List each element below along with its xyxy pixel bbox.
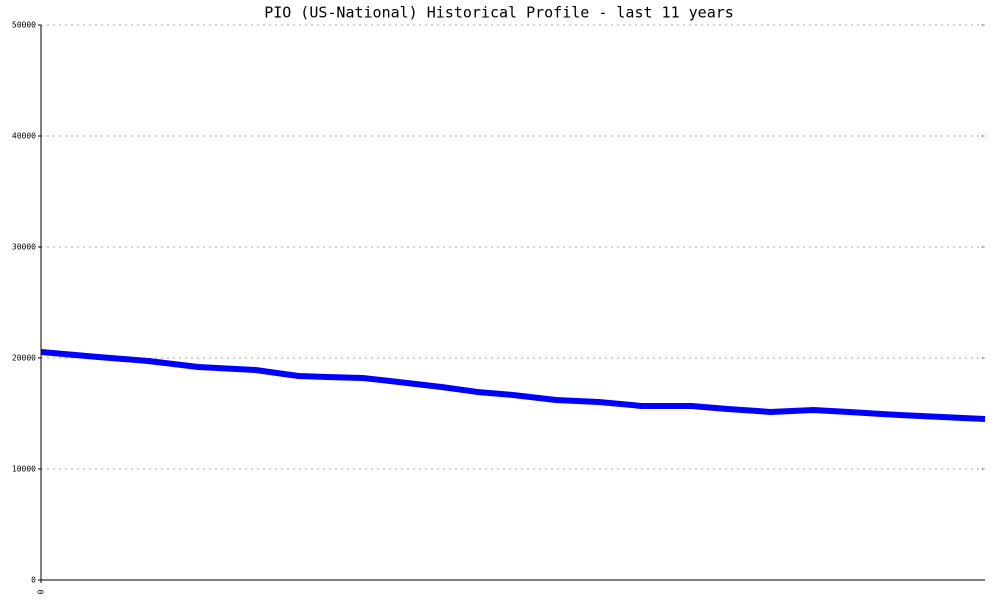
- y-tick-label: 40000: [12, 132, 36, 141]
- y-tick-label: 10000: [12, 465, 36, 474]
- y-tick-label: 0: [31, 576, 36, 585]
- y-tick-label: 30000: [12, 243, 36, 252]
- x-tick-label: 0: [37, 589, 46, 594]
- y-tick-label: 20000: [12, 354, 36, 363]
- data-line: [40, 349, 986, 423]
- y-tick-label: 50000: [12, 21, 36, 30]
- chart-title: PIO (US-National) Historical Profile - l…: [264, 4, 734, 22]
